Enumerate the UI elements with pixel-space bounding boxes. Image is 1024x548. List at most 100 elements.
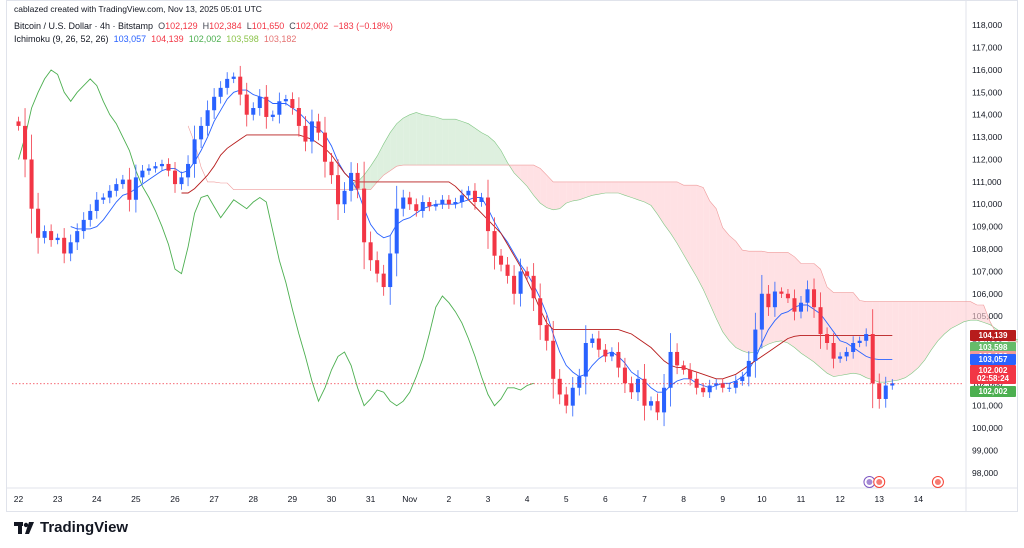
- cloud-segment: [696, 185, 704, 290]
- candle: [336, 159, 341, 221]
- candle-body: [844, 351, 849, 357]
- candle-body: [23, 125, 28, 160]
- x-tick-label: 11: [797, 494, 806, 504]
- x-tick-label: 30: [327, 494, 337, 504]
- candle-body: [55, 237, 60, 241]
- candle: [766, 285, 771, 316]
- cloud-segment: [911, 301, 919, 374]
- candle-body: [88, 210, 93, 220]
- candle-body: [688, 369, 693, 379]
- cloud-segment: [683, 185, 691, 266]
- candle-body: [179, 177, 184, 185]
- candle: [864, 328, 869, 347]
- candle: [446, 195, 451, 209]
- candle-body: [81, 219, 86, 232]
- cloud-segment: [364, 166, 371, 190]
- candle-body: [394, 208, 399, 254]
- cloud-segment: [409, 112, 417, 166]
- symbol-ohlc-legend: Bitcoin / U.S. Dollar · 4h · Bitstamp O1…: [14, 21, 393, 31]
- candle-body: [655, 401, 660, 413]
- cloud-segment: [533, 165, 541, 204]
- candle: [590, 333, 595, 348]
- cloud-segment: [455, 119, 462, 166]
- candle-body: [401, 197, 406, 209]
- cloud-segment: [977, 304, 984, 323]
- cloud-segment: [729, 235, 736, 348]
- candle: [772, 281, 777, 317]
- cloud-segment: [416, 112, 423, 166]
- y-tick-label: 109,000: [972, 222, 1003, 232]
- candle: [283, 94, 288, 106]
- cloud-segment: [390, 123, 397, 171]
- candle-body: [864, 334, 869, 341]
- y-tick-label: 107,000: [972, 266, 1003, 276]
- cloud-segment: [879, 301, 886, 383]
- low-value: 101,650: [251, 21, 285, 31]
- price-chart[interactable]: 118,000 117,000 116,000 115,000 114,000 113,0…: [6, 0, 1018, 548]
- candle-body: [446, 199, 451, 205]
- candle: [499, 249, 504, 272]
- cloud-segment: [546, 175, 554, 210]
- x-tick-label: 27: [209, 494, 219, 504]
- cloud-segment: [494, 141, 502, 166]
- candle-body: [375, 260, 380, 274]
- cloud-segment: [631, 181, 638, 200]
- candle: [779, 287, 784, 298]
- symbol-title[interactable]: Bitcoin / U.S. Dollar · 4h · Bitstamp: [14, 21, 154, 31]
- x-tick-label: 3: [486, 494, 491, 504]
- candle: [740, 371, 745, 386]
- candle: [218, 81, 223, 104]
- cloud-segment: [514, 165, 521, 180]
- cloud-segment: [670, 181, 678, 244]
- tradingview-logo[interactable]: TradingView: [14, 519, 128, 536]
- candle-body: [668, 351, 673, 388]
- candle: [831, 333, 836, 369]
- candle: [172, 161, 178, 193]
- candle: [805, 280, 810, 312]
- candle-body: [101, 197, 106, 200]
- candle-body: [779, 291, 784, 294]
- candle-body: [505, 264, 510, 276]
- candle: [453, 197, 458, 209]
- cloud-segment: [840, 292, 847, 376]
- y-tick-label: 110,000: [972, 199, 1002, 209]
- candle: [107, 185, 112, 204]
- candle-body: [772, 291, 777, 308]
- x-tick-label: 24: [92, 494, 102, 504]
- cloud-segment: [768, 252, 775, 345]
- candle: [394, 185, 399, 277]
- candle-body: [290, 99, 295, 108]
- candle: [368, 231, 373, 271]
- cloud-segment: [553, 181, 560, 210]
- candle: [238, 65, 243, 106]
- candle: [349, 162, 354, 202]
- cloud-segment: [944, 301, 951, 335]
- low-label: L: [246, 21, 252, 31]
- candle: [518, 258, 523, 307]
- candle-body: [277, 101, 282, 115]
- candle: [68, 234, 73, 262]
- candle-body: [303, 125, 308, 142]
- x-tick-label: 4: [525, 494, 530, 504]
- candle: [440, 195, 445, 209]
- candle: [877, 373, 882, 409]
- candle-body: [172, 170, 178, 185]
- candle: [459, 189, 464, 208]
- candle: [309, 109, 314, 154]
- ichimoku-title[interactable]: Ichimoku (9, 26, 52, 26): [14, 34, 109, 44]
- candle-body: [766, 293, 771, 308]
- cloud-segment: [677, 181, 684, 255]
- cloud-segment: [657, 181, 665, 225]
- candle-body: [727, 387, 732, 389]
- close-label: C: [289, 21, 296, 31]
- candle-body: [662, 387, 667, 413]
- y-tick-label: 115,000: [972, 87, 1002, 97]
- chart-frame: 118,000 117,000 116,000 115,000 114,000 113,0…: [6, 0, 1018, 548]
- high-label: H: [202, 21, 210, 31]
- ichimoku-span-a-value: 103,598: [226, 34, 259, 44]
- candle-body: [590, 338, 595, 343]
- candle: [375, 251, 380, 283]
- candle-body: [831, 343, 836, 359]
- cloud-segment: [794, 256, 801, 354]
- candle: [75, 223, 80, 251]
